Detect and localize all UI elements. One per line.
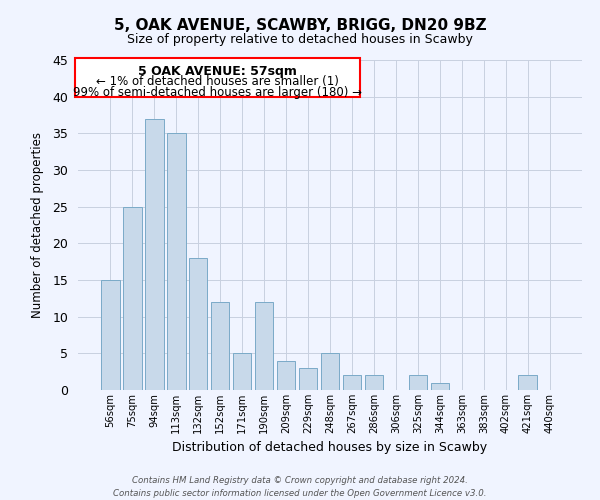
Bar (365, 376, 383, 390)
Text: 5, OAK AVENUE, SCAWBY, BRIGG, DN20 9BZ: 5, OAK AVENUE, SCAWBY, BRIGG, DN20 9BZ (113, 18, 487, 32)
Bar (167, 134, 185, 390)
Bar (431, 382, 449, 390)
Bar (189, 258, 208, 390)
Text: Size of property relative to detached houses in Scawby: Size of property relative to detached ho… (127, 32, 473, 46)
Bar (518, 376, 537, 390)
Bar (211, 302, 229, 390)
Text: ← 1% of detached houses are smaller (1): ← 1% of detached houses are smaller (1) (97, 75, 339, 88)
Bar (123, 206, 142, 390)
FancyBboxPatch shape (76, 58, 360, 96)
Text: 99% of semi-detached houses are larger (180) →: 99% of semi-detached houses are larger (… (73, 86, 362, 98)
X-axis label: Distribution of detached houses by size in Scawby: Distribution of detached houses by size … (172, 442, 488, 454)
Bar (409, 376, 427, 390)
Bar (233, 354, 251, 390)
Bar (277, 360, 295, 390)
Text: 5 OAK AVENUE: 57sqm: 5 OAK AVENUE: 57sqm (139, 65, 297, 78)
Bar (101, 280, 119, 390)
Text: Contains HM Land Registry data © Crown copyright and database right 2024.
Contai: Contains HM Land Registry data © Crown c… (113, 476, 487, 498)
Y-axis label: Number of detached properties: Number of detached properties (31, 132, 44, 318)
Bar (299, 368, 317, 390)
Bar (145, 118, 164, 390)
Bar (255, 302, 274, 390)
Bar (343, 376, 361, 390)
Bar (320, 354, 340, 390)
